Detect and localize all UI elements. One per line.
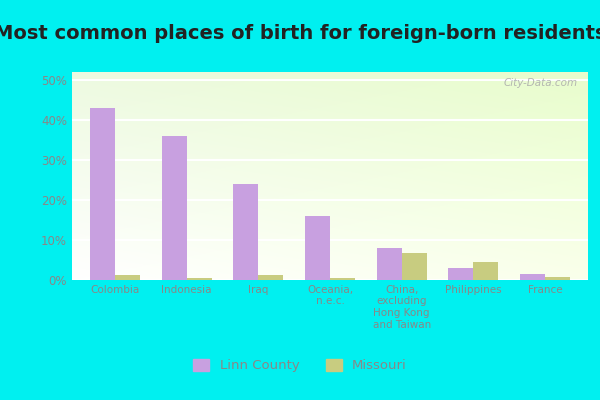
Bar [90, 108, 115, 280]
Bar [187, 278, 212, 280]
Bar [545, 277, 570, 280]
Bar [115, 275, 140, 280]
Text: Most common places of birth for foreign-born residents: Most common places of birth for foreign-… [0, 24, 600, 43]
Legend: Linn County, Missouri: Linn County, Missouri [188, 354, 412, 378]
Bar [305, 216, 330, 280]
Bar [330, 278, 355, 280]
Bar [161, 136, 187, 280]
Bar [259, 275, 283, 280]
Bar [448, 268, 473, 280]
Text: City-Data.com: City-Data.com [503, 78, 578, 88]
Bar [233, 184, 259, 280]
Bar [520, 274, 545, 280]
Bar [473, 262, 499, 280]
Bar [377, 248, 401, 280]
Bar [401, 253, 427, 280]
